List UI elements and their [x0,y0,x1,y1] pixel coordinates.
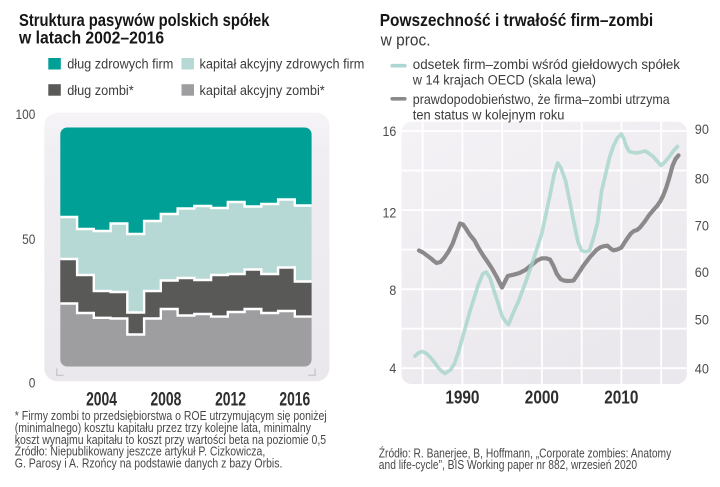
svg-text:16: 16 [382,123,396,139]
svg-text:0: 0 [29,375,36,391]
svg-text:w latach 2002–2016: w latach 2002–2016 [18,28,164,48]
svg-text:Powszechność i trwałość firm–z: Powszechność i trwałość firm–zombi [380,10,654,30]
svg-text:(minimalnego) kosztu kapitału: (minimalnego) kosztu kapitału przez trzy… [15,422,311,435]
svg-text:2004: 2004 [86,388,117,410]
svg-text:and life-cycle”, BIS Working p: and life-cycle”, BIS Working paper nr 88… [379,459,637,472]
svg-text:kapitał akcyjny zdrowych firm: kapitał akcyjny zdrowych firm [199,56,364,72]
svg-text:2016: 2016 [279,388,310,410]
svg-text:ten status w kolejnym roku: ten status w kolejnym roku [413,107,565,123]
svg-text:60: 60 [695,265,709,281]
svg-text:prawdopodobieństwo, że firma–z: prawdopodobieństwo, że firma–zombi utrzy… [413,91,670,107]
svg-text:dług zombi*: dług zombi* [67,82,134,98]
svg-text:2012: 2012 [215,388,246,410]
svg-text:100: 100 [16,106,36,122]
svg-text:80: 80 [695,171,709,187]
svg-text:w 14 krajach OECD (skala lewa): w 14 krajach OECD (skala lewa) [412,72,596,88]
svg-text:4: 4 [389,360,396,376]
svg-text:2010: 2010 [604,387,638,408]
svg-text:50: 50 [22,231,35,247]
svg-text:odsetek firm–zombi wśród giełd: odsetek firm–zombi wśród giełdowych spół… [413,57,680,72]
svg-text:8: 8 [389,283,396,299]
svg-text:50: 50 [695,312,709,328]
svg-text:40: 40 [695,361,709,377]
svg-text:w proc.: w proc. [380,31,431,50]
svg-text:12: 12 [382,205,396,221]
svg-text:90: 90 [695,122,709,138]
svg-text:Źródło: Niepublikowany jeszcze: Źródło: Niepublikowany jeszcze artykuł P… [15,445,265,459]
svg-text:Struktura pasywów polskich spó: Struktura pasywów polskich spółek [19,11,270,30]
svg-text:2008: 2008 [150,388,181,410]
svg-text:G. Parosy i A. Rzońcy na podst: G. Parosy i A. Rzońcy na podstawie danyc… [15,458,283,471]
svg-text:70: 70 [695,218,709,234]
svg-text:kapitał akcyjny zombi*: kapitał akcyjny zombi* [199,82,324,98]
svg-text:2000: 2000 [525,387,559,408]
svg-text:Źródło: R. Banerjee, B, Hoffma: Źródło: R. Banerjee, B, Hoffmann, „Corpo… [379,446,672,460]
svg-text:dług zdrowych firm: dług zdrowych firm [67,56,173,72]
svg-text:1990: 1990 [445,387,479,408]
svg-text:koszt wynajmu kapitału to kosz: koszt wynajmu kapitału to koszt przy war… [15,434,326,447]
svg-text:* Firmy zombi to przedsiębiors: * Firmy zombi to przedsiębiorstwa o ROE … [15,410,327,423]
